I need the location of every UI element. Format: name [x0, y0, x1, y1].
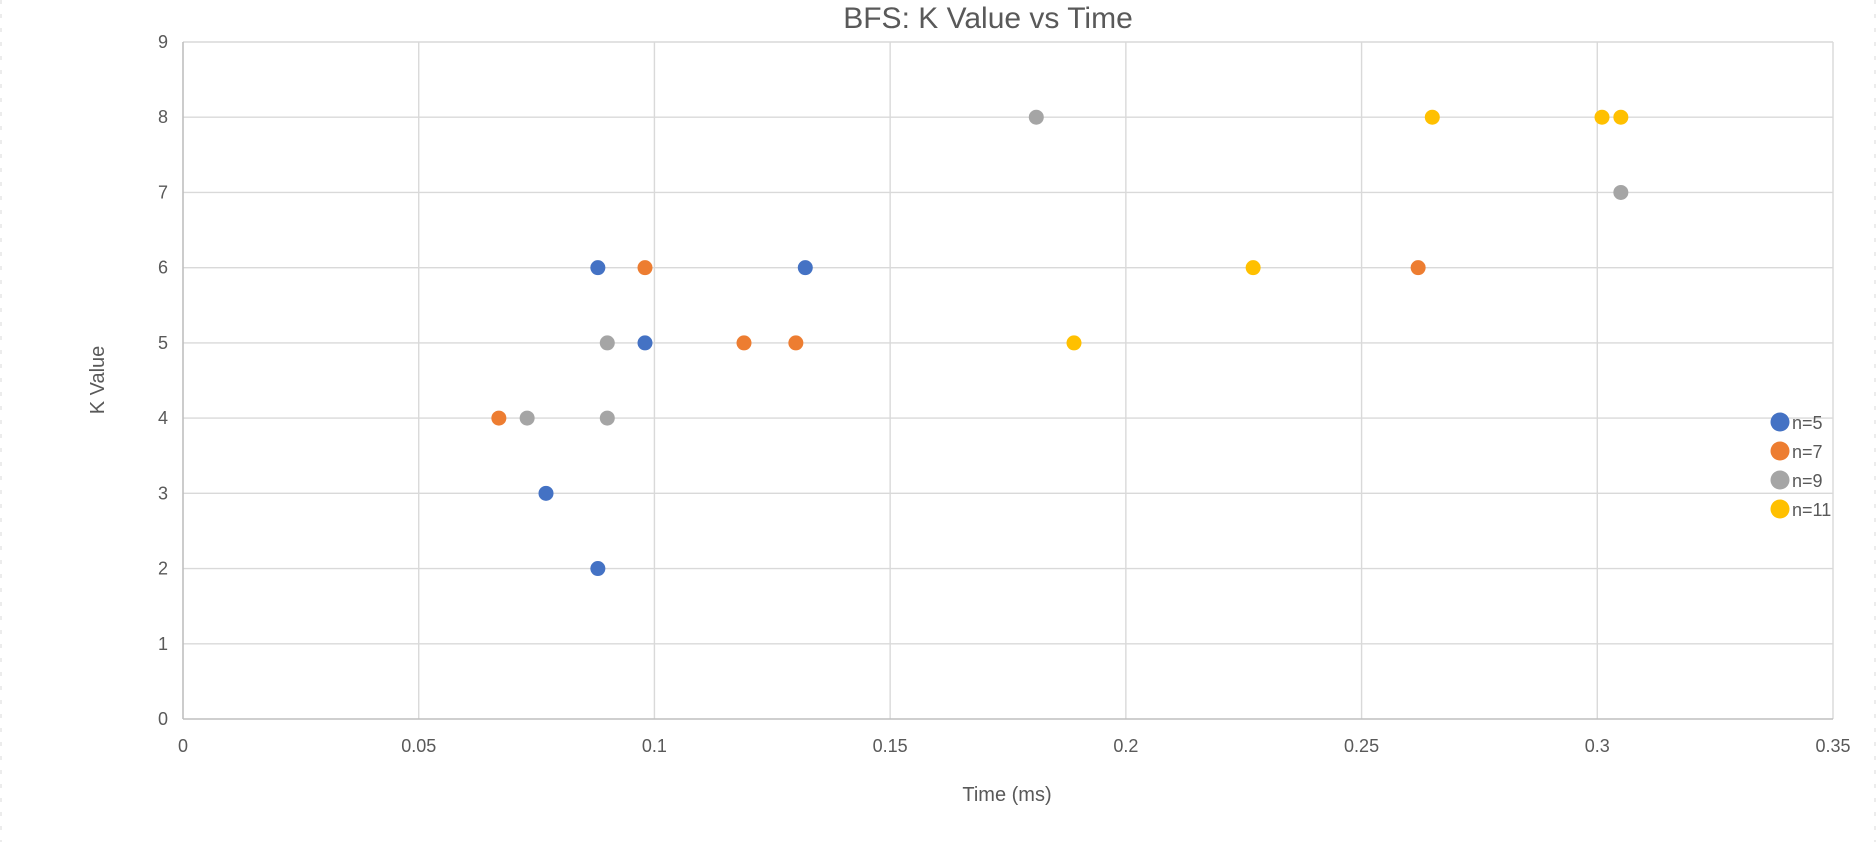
data-point-n=11-1	[1245, 260, 1261, 276]
data-point-n=11-4	[1613, 109, 1629, 125]
vertical-gridlines	[418, 42, 1834, 719]
x-tick-label-3: 0.15	[873, 736, 908, 756]
legend-label-n=11: n=11	[1792, 500, 1831, 520]
data-point-n=5-3	[590, 260, 606, 276]
data-point-n=11-2	[1424, 109, 1440, 125]
data-point-n=9-1	[599, 410, 615, 426]
legend: n=5 n=7 n=9 n=11	[1770, 412, 1831, 520]
data-point-n=9-2	[599, 335, 615, 351]
series-n=11	[1066, 109, 1629, 351]
x-tick-label-0: 0	[178, 736, 188, 756]
y-tick-label-2: 2	[158, 559, 168, 579]
y-tick-label-8: 8	[158, 107, 168, 127]
legend-label-n=7: n=7	[1792, 442, 1823, 462]
series-n=9	[519, 109, 1629, 426]
x-tick-label-6: 0.3	[1585, 736, 1610, 756]
legend-marker-n=5	[1770, 412, 1790, 432]
y-axis-tick-labels: 0 1 2 3 4 5 6 7 8 9	[158, 32, 168, 729]
legend-item-n=9: n=9	[1770, 470, 1823, 491]
legend-label-n=9: n=9	[1792, 471, 1823, 491]
legend-marker-n=11	[1770, 499, 1790, 519]
y-tick-label-4: 4	[158, 408, 168, 428]
data-point-n=7-4	[1410, 260, 1426, 276]
x-tick-label-1: 0.05	[401, 736, 436, 756]
x-tick-label-4: 0.2	[1113, 736, 1138, 756]
legend-marker-n=9	[1770, 470, 1790, 490]
data-point-n=7-0	[491, 410, 507, 426]
y-axis-title: K Value	[87, 346, 109, 415]
series-n=5	[538, 260, 813, 577]
legend-marker-n=7	[1770, 441, 1790, 461]
legend-item-n=7: n=7	[1770, 441, 1823, 462]
data-point-n=5-0	[590, 561, 606, 577]
data-point-n=9-0	[519, 410, 535, 426]
horizontal-gridlines	[183, 41, 1833, 645]
legend-item-n=11: n=11	[1770, 499, 1831, 520]
series-n=7	[491, 260, 1426, 426]
data-point-n=7-1	[736, 335, 752, 351]
y-tick-label-5: 5	[158, 333, 168, 353]
data-point-n=9-4	[1028, 109, 1044, 125]
x-tick-label-7: 0.35	[1815, 736, 1850, 756]
data-point-n=11-3	[1594, 109, 1610, 125]
legend-label-n=5: n=5	[1792, 413, 1823, 433]
y-tick-label-9: 9	[158, 32, 168, 52]
x-tick-label-5: 0.25	[1344, 736, 1379, 756]
x-tick-label-2: 0.1	[642, 736, 667, 756]
data-point-n=7-3	[637, 260, 653, 276]
legend-item-n=5: n=5	[1770, 412, 1823, 433]
data-point-n=7-2	[788, 335, 804, 351]
x-axis-tick-labels: 0 0.05 0.1 0.15 0.2 0.25 0.3 0.35	[178, 736, 1851, 756]
data-point-n=11-0	[1066, 335, 1082, 351]
data-point-n=5-4	[797, 260, 813, 276]
y-tick-label-0: 0	[158, 709, 168, 729]
x-axis-title: Time (ms)	[962, 784, 1051, 806]
y-tick-label-1: 1	[158, 634, 168, 654]
y-tick-label-3: 3	[158, 483, 168, 503]
y-tick-label-7: 7	[158, 182, 168, 202]
data-point-n=9-3	[1613, 184, 1629, 200]
chart-title: BFS: K Value vs Time	[843, 2, 1133, 35]
y-tick-label-6: 6	[158, 258, 168, 278]
data-point-n=5-1	[538, 485, 554, 501]
data-points	[491, 109, 1629, 577]
data-point-n=5-2	[637, 335, 653, 351]
